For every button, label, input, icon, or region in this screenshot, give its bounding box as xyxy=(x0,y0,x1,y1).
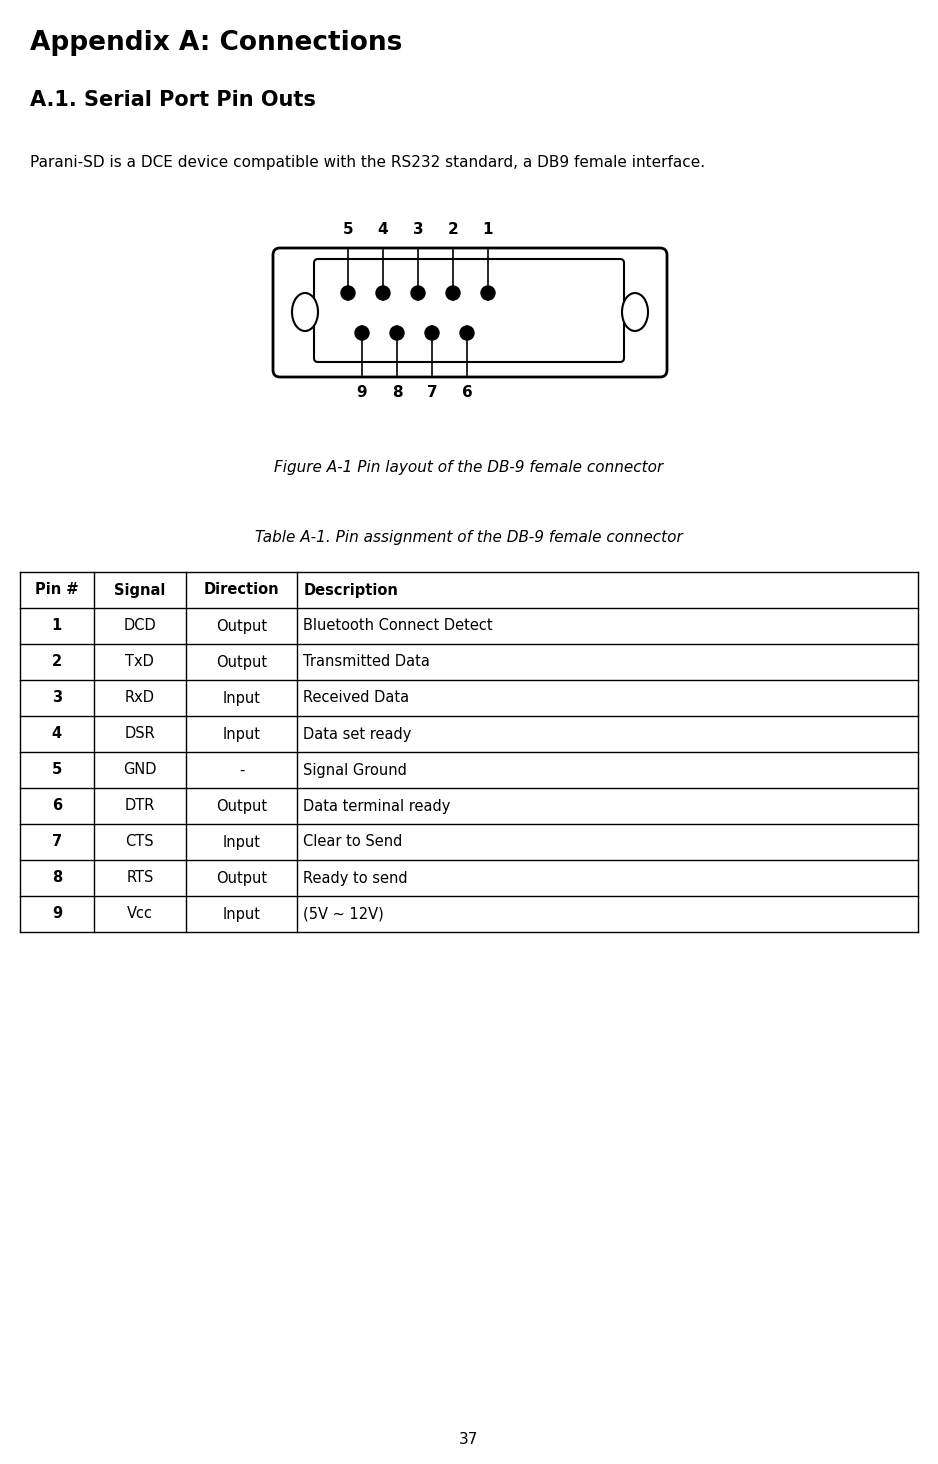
Text: 6: 6 xyxy=(461,385,473,400)
Text: Appendix A: Connections: Appendix A: Connections xyxy=(30,29,402,56)
Text: 4: 4 xyxy=(52,726,62,741)
FancyBboxPatch shape xyxy=(273,247,667,378)
Text: Table A-1. Pin assignment of the DB-9 female connector: Table A-1. Pin assignment of the DB-9 fe… xyxy=(255,530,683,545)
Text: RxD: RxD xyxy=(125,691,155,706)
Text: 2: 2 xyxy=(447,223,459,237)
FancyBboxPatch shape xyxy=(314,259,624,362)
Text: 9: 9 xyxy=(356,385,368,400)
Circle shape xyxy=(460,326,474,340)
Text: Vcc: Vcc xyxy=(127,906,153,921)
Text: 7: 7 xyxy=(427,385,437,400)
Text: Figure A-1 Pin layout of the DB-9 female connector: Figure A-1 Pin layout of the DB-9 female… xyxy=(275,460,663,474)
Text: Output: Output xyxy=(217,654,267,669)
Circle shape xyxy=(390,326,404,340)
Text: Input: Input xyxy=(223,726,261,741)
Text: RTS: RTS xyxy=(127,871,154,886)
Text: Parani-SD is a DCE device compatible with the RS232 standard, a DB9 female inter: Parani-SD is a DCE device compatible wit… xyxy=(30,155,705,170)
Text: Data terminal ready: Data terminal ready xyxy=(304,798,451,814)
Ellipse shape xyxy=(292,293,318,331)
Text: Output: Output xyxy=(217,618,267,634)
Text: Pin #: Pin # xyxy=(35,583,79,597)
Text: Signal: Signal xyxy=(114,583,166,597)
Text: 8: 8 xyxy=(52,871,62,886)
Text: 1: 1 xyxy=(483,223,493,237)
Text: A.1. Serial Port Pin Outs: A.1. Serial Port Pin Outs xyxy=(30,89,316,110)
Text: GND: GND xyxy=(123,763,157,777)
Text: DSR: DSR xyxy=(125,726,156,741)
Text: Direction: Direction xyxy=(204,583,280,597)
Text: 37: 37 xyxy=(460,1432,478,1448)
Circle shape xyxy=(446,285,460,300)
Text: 9: 9 xyxy=(52,906,62,921)
Text: TxD: TxD xyxy=(126,654,155,669)
Text: Bluetooth Connect Detect: Bluetooth Connect Detect xyxy=(304,618,493,634)
Circle shape xyxy=(355,326,369,340)
Text: DTR: DTR xyxy=(125,798,155,814)
Text: 1: 1 xyxy=(52,618,62,634)
Text: 4: 4 xyxy=(378,223,388,237)
Text: 6: 6 xyxy=(52,798,62,814)
Text: 5: 5 xyxy=(342,223,354,237)
Text: 3: 3 xyxy=(413,223,423,237)
Text: Input: Input xyxy=(223,906,261,921)
Text: 5: 5 xyxy=(52,763,62,777)
Text: Ready to send: Ready to send xyxy=(304,871,408,886)
Text: Data set ready: Data set ready xyxy=(304,726,412,741)
Text: 7: 7 xyxy=(52,834,62,849)
Text: Signal Ground: Signal Ground xyxy=(304,763,407,777)
Text: DCD: DCD xyxy=(124,618,157,634)
Text: Received Data: Received Data xyxy=(304,691,410,706)
Text: Input: Input xyxy=(223,691,261,706)
Text: Description: Description xyxy=(304,583,399,597)
Circle shape xyxy=(376,285,390,300)
Text: -: - xyxy=(239,763,245,777)
Text: 8: 8 xyxy=(392,385,402,400)
Text: Input: Input xyxy=(223,834,261,849)
Text: Transmitted Data: Transmitted Data xyxy=(304,654,431,669)
Text: (5V ~ 12V): (5V ~ 12V) xyxy=(304,906,385,921)
Circle shape xyxy=(425,326,439,340)
Text: Output: Output xyxy=(217,871,267,886)
Text: 2: 2 xyxy=(52,654,62,669)
Text: Clear to Send: Clear to Send xyxy=(304,834,402,849)
Text: CTS: CTS xyxy=(126,834,154,849)
Ellipse shape xyxy=(622,293,648,331)
Circle shape xyxy=(341,285,355,300)
Text: Output: Output xyxy=(217,798,267,814)
Circle shape xyxy=(411,285,425,300)
Circle shape xyxy=(481,285,495,300)
Text: 3: 3 xyxy=(52,691,62,706)
